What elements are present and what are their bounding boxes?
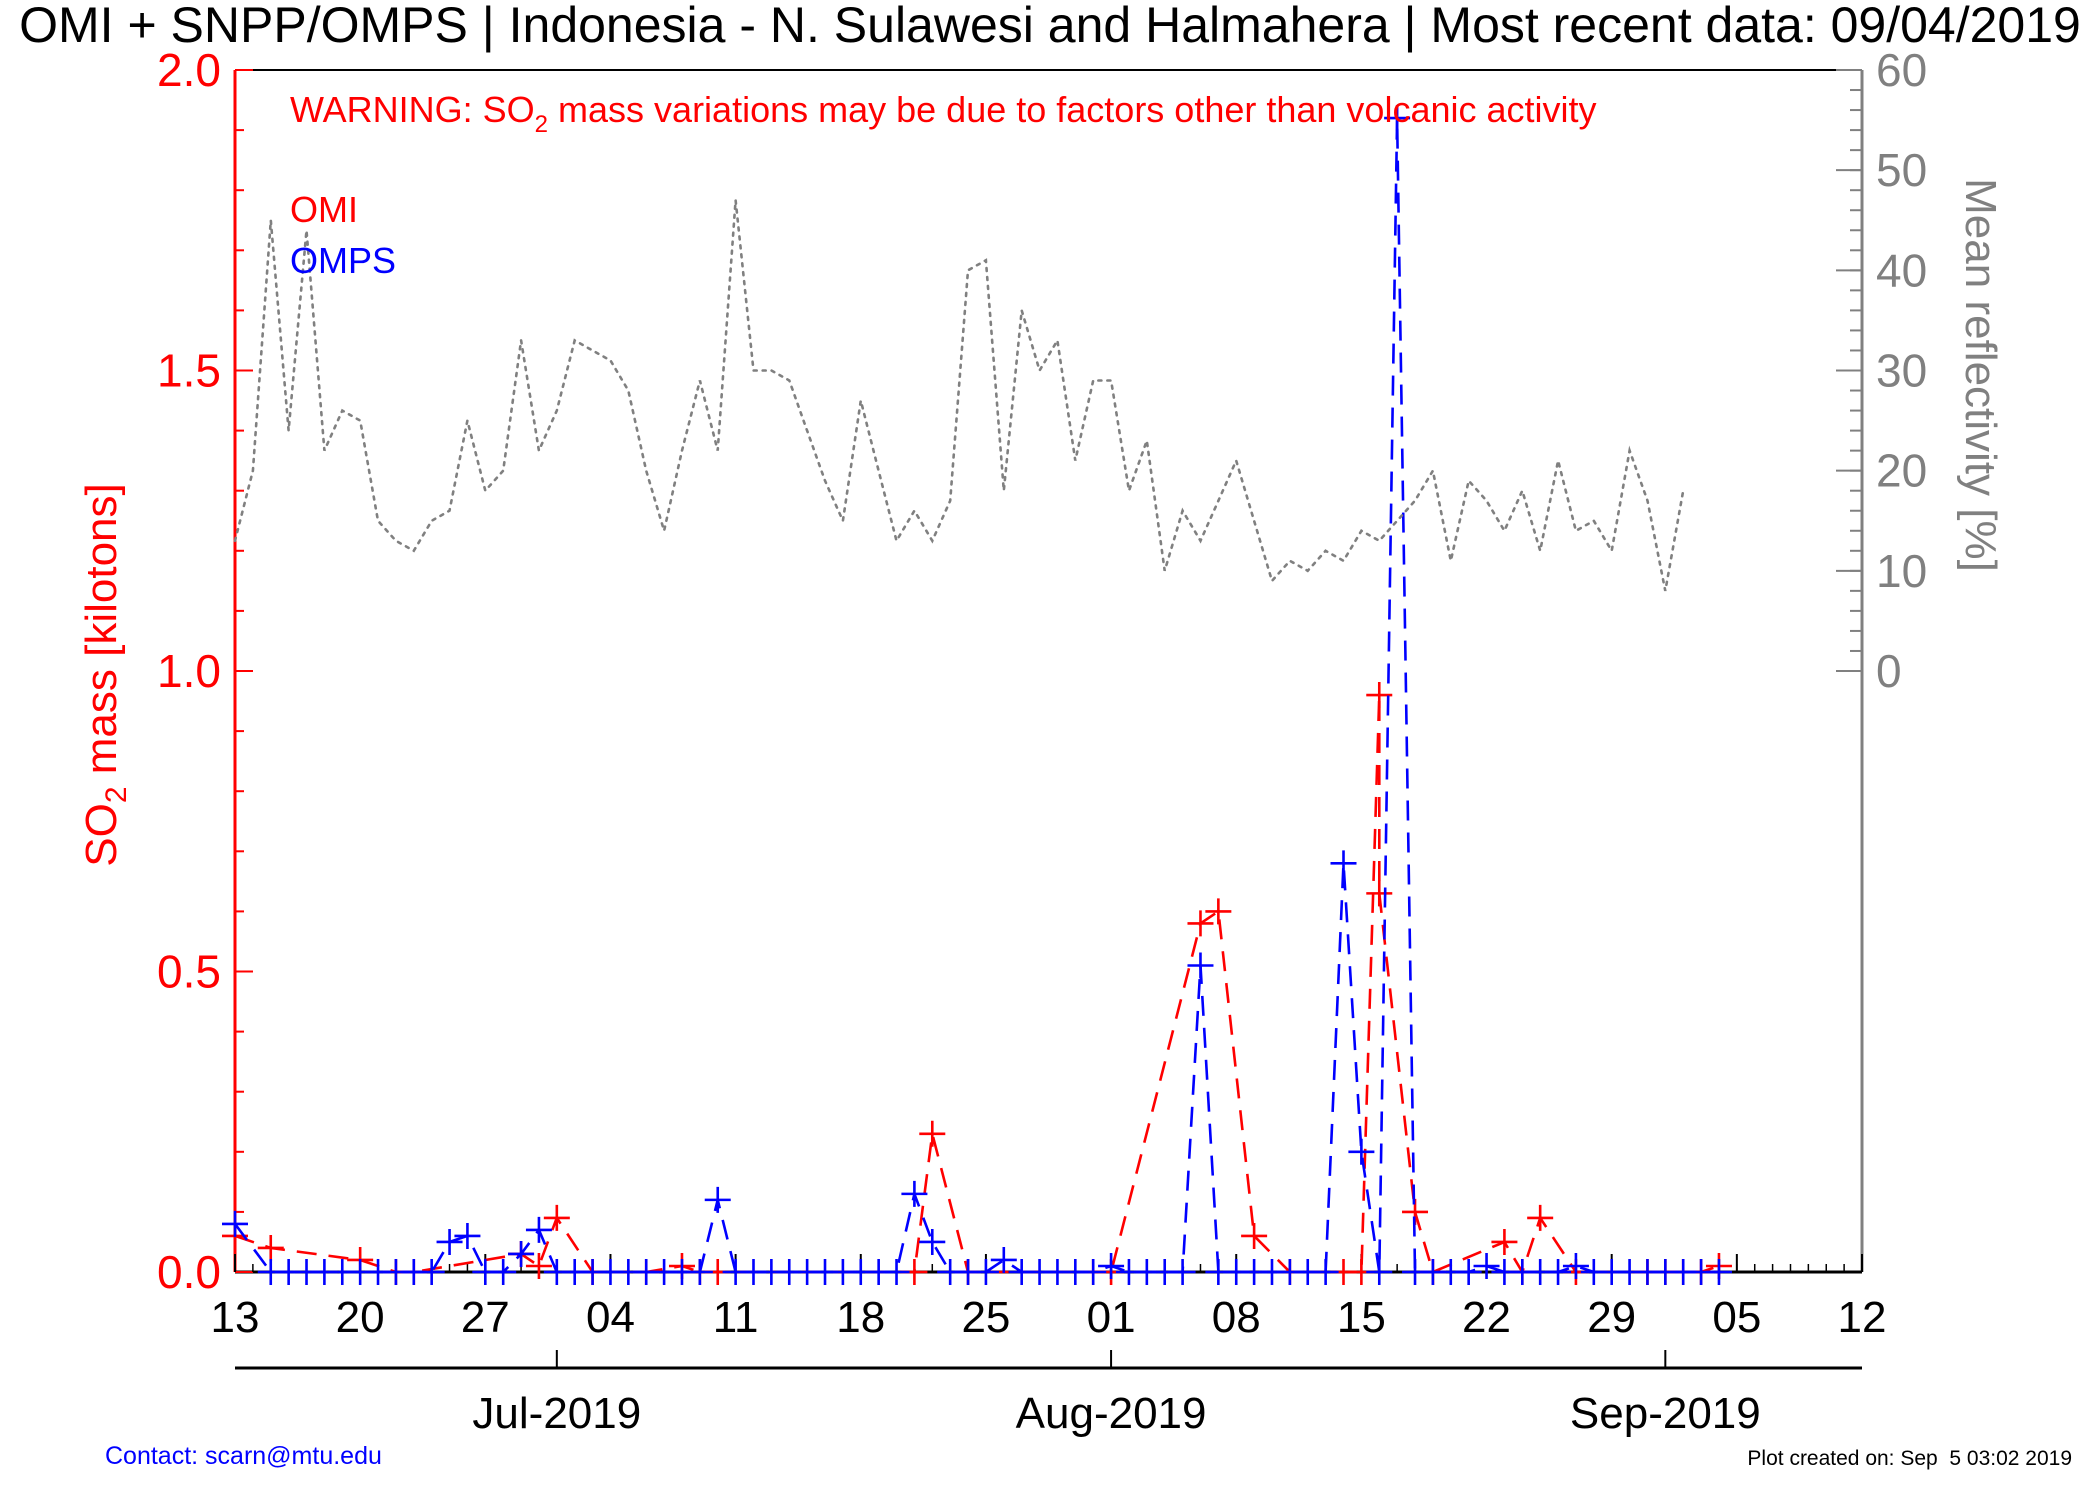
data-point-omps bbox=[919, 1228, 946, 1255]
data-point-omps bbox=[1098, 1252, 1125, 1279]
x-tick-label: 04 bbox=[586, 1293, 635, 1342]
data-point-omi bbox=[257, 1234, 284, 1261]
data-point-omi bbox=[1491, 1228, 1518, 1255]
y-right-tick-label: 20 bbox=[1876, 445, 1927, 497]
legend-omps: OMPS bbox=[290, 240, 396, 281]
series-line-omi bbox=[234, 694, 1720, 1276]
data-point-omps bbox=[1562, 1252, 1589, 1279]
series-mean-reflectivity bbox=[233, 200, 1685, 592]
data-point-omi bbox=[1187, 910, 1214, 937]
data-point-omps bbox=[1545, 1259, 1572, 1285]
y-left-tick-label: 0.0 bbox=[157, 1246, 221, 1298]
x-tick-label: 08 bbox=[1212, 1293, 1261, 1342]
plot-frame bbox=[233, 69, 1864, 1274]
data-point-omps bbox=[1366, 1259, 1393, 1285]
data-point-omps bbox=[490, 1259, 517, 1285]
data-point-omps bbox=[436, 1228, 463, 1255]
y-left-tick-label: 1.0 bbox=[157, 645, 221, 697]
series-omi bbox=[222, 682, 1732, 1285]
data-point-omi bbox=[1241, 1222, 1268, 1249]
data-point-omps bbox=[1187, 952, 1214, 979]
x-tick-label: 15 bbox=[1337, 1293, 1386, 1342]
data-point-omps bbox=[418, 1259, 445, 1285]
data-point-omps bbox=[1169, 1259, 1196, 1285]
month-label: Aug-2019 bbox=[1016, 1389, 1207, 1438]
series-layer bbox=[222, 105, 1732, 1285]
plot-created-timestamp: Plot created on: Sep 5 03:02 2019 bbox=[1747, 1447, 2072, 1470]
x-tick-label: 22 bbox=[1462, 1293, 1511, 1342]
data-point-omps bbox=[222, 1210, 248, 1237]
data-point-omps bbox=[901, 1180, 928, 1207]
data-point-omps bbox=[1705, 1259, 1732, 1285]
y-right-tick-label: 0 bbox=[1876, 645, 1902, 697]
x-tick-label: 12 bbox=[1838, 1293, 1887, 1342]
x-tick-label: 27 bbox=[461, 1293, 510, 1342]
warning-text: WARNING: SO2 mass variations may be due … bbox=[290, 89, 1597, 138]
chart-title: OMI + SNPP/OMPS | Indonesia - N. Sulawes… bbox=[19, 0, 2081, 53]
y-right-label: Mean reflectivity [%] bbox=[1956, 178, 2005, 572]
data-point-omps bbox=[1312, 1259, 1339, 1285]
data-point-omps bbox=[883, 1259, 910, 1285]
data-point-omps bbox=[972, 1259, 999, 1285]
y-right-tick-label: 50 bbox=[1876, 144, 1927, 196]
data-point-omi bbox=[1366, 880, 1393, 907]
series-omps bbox=[222, 105, 1732, 1285]
y-right-tick-label: 10 bbox=[1876, 545, 1927, 597]
y-right-tick-label: 30 bbox=[1876, 345, 1927, 397]
y-right-tick-label: 60 bbox=[1876, 44, 1927, 96]
x-tick-label: 01 bbox=[1087, 1293, 1136, 1342]
data-point-omps bbox=[1080, 1259, 1107, 1285]
x-tick-label: 25 bbox=[961, 1293, 1010, 1342]
contact-email[interactable]: Contact: scarn@mtu.edu bbox=[105, 1442, 382, 1470]
y-left-tick-label: 1.5 bbox=[157, 345, 221, 397]
data-point-omps bbox=[990, 1246, 1017, 1273]
legend-omi: OMI bbox=[290, 189, 358, 230]
series-line-mean-reflectivity bbox=[233, 200, 1685, 592]
data-point-omps bbox=[454, 1222, 481, 1249]
y-left-label: SO2 mass [kilotons] bbox=[77, 483, 133, 866]
x-tick-label: 05 bbox=[1712, 1293, 1761, 1342]
data-point-omi bbox=[1527, 1204, 1554, 1231]
series-line-omps bbox=[233, 118, 1719, 1274]
data-point-omi bbox=[543, 1204, 570, 1231]
data-point-omps bbox=[1348, 1138, 1375, 1165]
data-point-omps bbox=[1473, 1252, 1500, 1279]
data-point-omi bbox=[919, 1120, 946, 1147]
data-point-omi bbox=[525, 1252, 552, 1279]
x-tick-label: 11 bbox=[713, 1293, 759, 1342]
data-point-omps bbox=[686, 1259, 713, 1285]
x-tick-label: 29 bbox=[1587, 1293, 1636, 1342]
y-right-tick-label: 40 bbox=[1876, 244, 1927, 296]
data-point-omps bbox=[1330, 850, 1357, 877]
data-point-omps bbox=[525, 1216, 552, 1243]
x-tick-label: 13 bbox=[211, 1293, 260, 1342]
data-point-omps bbox=[508, 1240, 535, 1267]
y-left-tick-label: 0.5 bbox=[157, 946, 221, 998]
data-point-omi bbox=[1205, 898, 1232, 925]
data-point-omps bbox=[1455, 1259, 1482, 1285]
data-point-omps bbox=[704, 1186, 731, 1213]
x-tick-label: 20 bbox=[336, 1293, 385, 1342]
x-tick-label: 18 bbox=[836, 1293, 885, 1342]
month-label: Jul-2019 bbox=[472, 1389, 641, 1438]
y-left-tick-label: 2.0 bbox=[157, 44, 221, 96]
month-label: Sep-2019 bbox=[1570, 1389, 1761, 1438]
data-point-omi bbox=[1366, 682, 1393, 709]
data-point-omps bbox=[1384, 105, 1411, 132]
